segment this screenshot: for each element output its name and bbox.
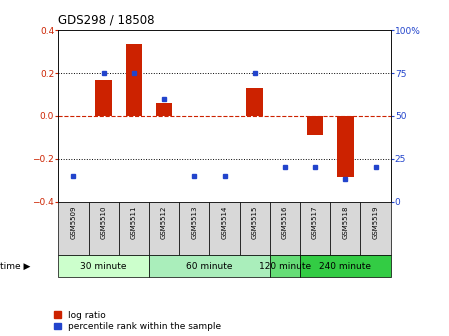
FancyBboxPatch shape [179, 202, 209, 255]
Text: 60 minute: 60 minute [186, 262, 233, 271]
Bar [337, 116, 354, 177]
Text: GSM5509: GSM5509 [70, 206, 76, 240]
FancyBboxPatch shape [209, 202, 240, 255]
FancyBboxPatch shape [270, 255, 300, 277]
Legend: log ratio, percentile rank within the sample: log ratio, percentile rank within the sa… [54, 311, 221, 332]
Text: 240 minute: 240 minute [319, 262, 371, 271]
Text: GSM5515: GSM5515 [252, 206, 258, 239]
FancyBboxPatch shape [270, 202, 300, 255]
FancyBboxPatch shape [300, 202, 330, 255]
FancyBboxPatch shape [88, 202, 119, 255]
Text: GSM5513: GSM5513 [191, 206, 197, 240]
Text: GSM5518: GSM5518 [342, 206, 348, 240]
FancyBboxPatch shape [119, 202, 149, 255]
Bar [95, 80, 112, 116]
FancyBboxPatch shape [300, 255, 391, 277]
FancyBboxPatch shape [58, 202, 88, 255]
FancyBboxPatch shape [361, 202, 391, 255]
Text: GSM5514: GSM5514 [221, 206, 228, 239]
Text: GSM5517: GSM5517 [312, 206, 318, 240]
Bar [247, 88, 263, 116]
FancyBboxPatch shape [240, 202, 270, 255]
Text: GSM5511: GSM5511 [131, 206, 137, 240]
FancyBboxPatch shape [149, 202, 179, 255]
FancyBboxPatch shape [330, 202, 361, 255]
Text: 120 minute: 120 minute [259, 262, 311, 271]
Text: 30 minute: 30 minute [80, 262, 127, 271]
Text: GSM5512: GSM5512 [161, 206, 167, 239]
Text: GDS298 / 18508: GDS298 / 18508 [58, 14, 155, 27]
Text: GSM5519: GSM5519 [373, 206, 379, 240]
Text: GSM5510: GSM5510 [101, 206, 107, 240]
Text: time ▶: time ▶ [0, 262, 31, 271]
Bar [307, 116, 323, 135]
FancyBboxPatch shape [58, 255, 149, 277]
Text: GSM5516: GSM5516 [282, 206, 288, 240]
Bar [156, 103, 172, 116]
Bar [126, 44, 142, 116]
FancyBboxPatch shape [149, 255, 270, 277]
